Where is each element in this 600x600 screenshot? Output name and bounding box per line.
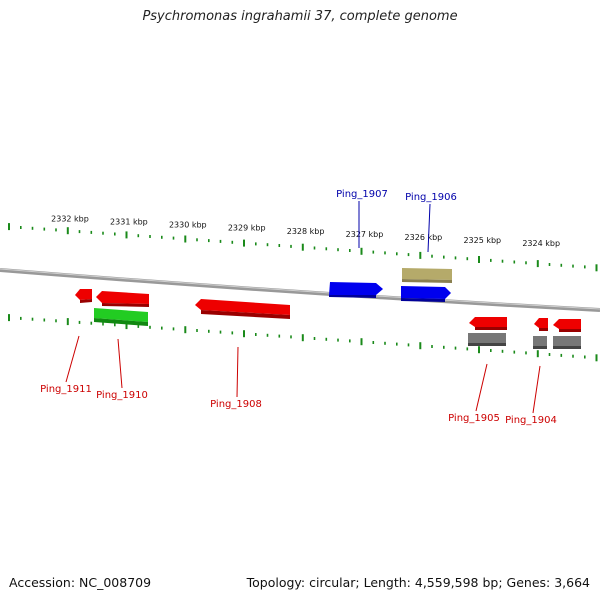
genome-backbone-highlight bbox=[0, 268, 600, 310]
gene-ping-1905[interactable] bbox=[469, 317, 507, 330]
gene-ping-1904-other-a[interactable] bbox=[533, 336, 547, 349]
gene-label-ping-1904[interactable]: Ping_1904 bbox=[505, 415, 557, 426]
gene-label-ping-1911[interactable]: Ping_1911 bbox=[40, 384, 92, 395]
callout-line-ping-1905 bbox=[475, 363, 488, 412]
lower-scale-ticks bbox=[8, 314, 598, 362]
gene-ping-1911[interactable] bbox=[75, 289, 92, 303]
gene-label-ping-1908[interactable]: Ping_1908 bbox=[210, 399, 262, 410]
scale-labels: 2332 kbp 2331 kbp 2330 kbp 2329 kbp 2328 kbp… bbox=[51, 215, 560, 248]
scale-label: 2327 kbp bbox=[346, 230, 384, 239]
gene-ping-1910[interactable] bbox=[96, 291, 149, 307]
gene-ping-1904-other-b[interactable] bbox=[553, 336, 581, 349]
callout-line-ping-1904 bbox=[532, 365, 541, 414]
scale-label: 2332 kbp bbox=[51, 215, 89, 224]
gene-ping-1904[interactable] bbox=[553, 319, 581, 332]
gene-label-ping-1905[interactable]: Ping_1905 bbox=[448, 413, 500, 424]
scale-label: 2324 kbp bbox=[522, 239, 560, 248]
callout-line-ping-1910 bbox=[117, 338, 123, 389]
gene-label-ping-1906[interactable]: Ping_1906 bbox=[405, 192, 457, 203]
scale-label: 2331 kbp bbox=[110, 218, 148, 227]
scale-label: 2329 kbp bbox=[228, 224, 266, 233]
gene-features bbox=[75, 268, 581, 349]
map-title: Psychromonas ingrahamii 37, complete gen… bbox=[142, 9, 458, 24]
callout-line-ping-1906 bbox=[427, 203, 431, 253]
genome-backbone bbox=[0, 268, 600, 312]
scale-label: 2328 kbp bbox=[287, 227, 325, 236]
upper-scale-ticks bbox=[8, 223, 598, 272]
gene-ping-1908[interactable] bbox=[195, 299, 290, 319]
gene-label-ping-1907[interactable]: Ping_1907 bbox=[336, 189, 388, 200]
gene-ping-1905-other[interactable] bbox=[468, 333, 506, 346]
gene-ping-1904-a[interactable] bbox=[534, 318, 548, 331]
gene-ping-1907[interactable] bbox=[329, 282, 383, 298]
gene-label-ping-1910[interactable]: Ping_1910 bbox=[96, 390, 148, 401]
scale-label: 2330 kbp bbox=[169, 221, 207, 230]
gene-callouts: Ping_1907 Ping_1906 Ping_1911 Ping_1910 … bbox=[40, 189, 557, 426]
scale-label: 2325 kbp bbox=[463, 236, 501, 245]
gene-ping-1910-rna[interactable] bbox=[94, 308, 148, 326]
gene-ping-1906-pseudo[interactable] bbox=[402, 268, 452, 283]
callout-line-ping-1911 bbox=[65, 335, 80, 383]
accession-label: Accession: NC_008709 bbox=[9, 575, 152, 590]
gene-ping-1906[interactable] bbox=[401, 286, 451, 302]
topology-summary: Topology: circular; Length: 4,559,598 bp… bbox=[246, 575, 590, 590]
callout-line-ping-1908 bbox=[236, 346, 239, 398]
scale-label: 2326 kbp bbox=[405, 233, 443, 242]
